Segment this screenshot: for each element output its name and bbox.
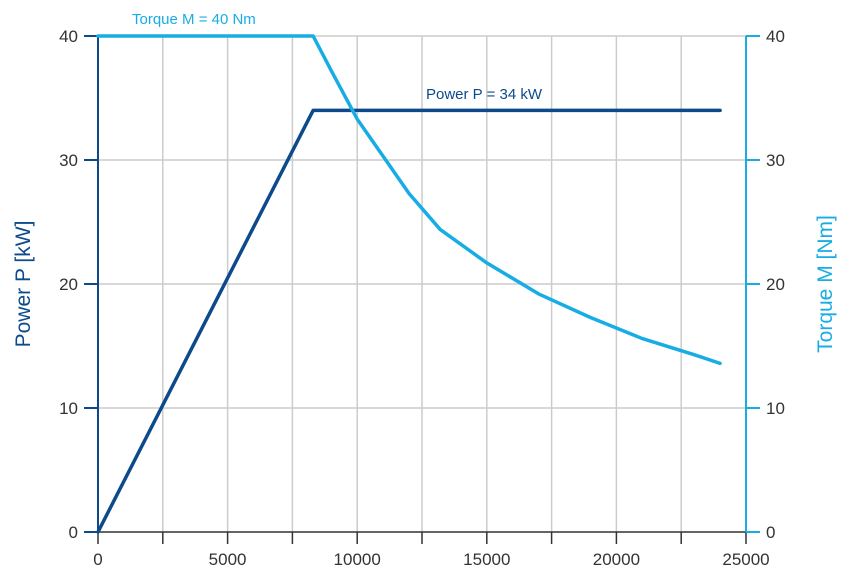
x-tick-label: 10000 <box>334 550 381 569</box>
y-tick-label: 20 <box>59 275 78 294</box>
x-tick-label: 15000 <box>463 550 510 569</box>
y2-tick-label: 10 <box>766 399 785 418</box>
y-tick-label: 30 <box>59 151 78 170</box>
x-tick-label: 5000 <box>209 550 247 569</box>
y2-tick-label: 30 <box>766 151 785 170</box>
y2-tick-label: 0 <box>766 523 775 542</box>
x-tick-label: 0 <box>93 550 102 569</box>
x-tick-label: 25000 <box>722 550 769 569</box>
power-annotation: Power P = 34 kW <box>426 86 543 103</box>
y2-axis-title: Torque M [Nm] <box>814 215 837 353</box>
y-tick-label: 10 <box>59 399 78 418</box>
y-tick-label: 40 <box>59 27 78 46</box>
x-tick-label: 20000 <box>593 550 640 569</box>
torque-annotation: Torque M = 40 Nm <box>132 11 256 28</box>
grid-lines <box>98 35 746 532</box>
y2-tick-label: 40 <box>766 27 785 46</box>
y-tick-label: 0 <box>69 523 78 542</box>
series-lines <box>96 34 722 534</box>
torque-line <box>96 34 722 366</box>
power-line <box>96 108 722 534</box>
ticks: 0 5000 10000 15000 20000 25000 0 10 20 30 40 0 10 20 3… <box>59 27 785 569</box>
y-axis-title: Power P [kW] <box>12 221 35 348</box>
labels: Power P [kW] Torque M [Nm] Torque M = 40 N… <box>12 11 837 353</box>
y2-tick-label: 20 <box>766 275 785 294</box>
